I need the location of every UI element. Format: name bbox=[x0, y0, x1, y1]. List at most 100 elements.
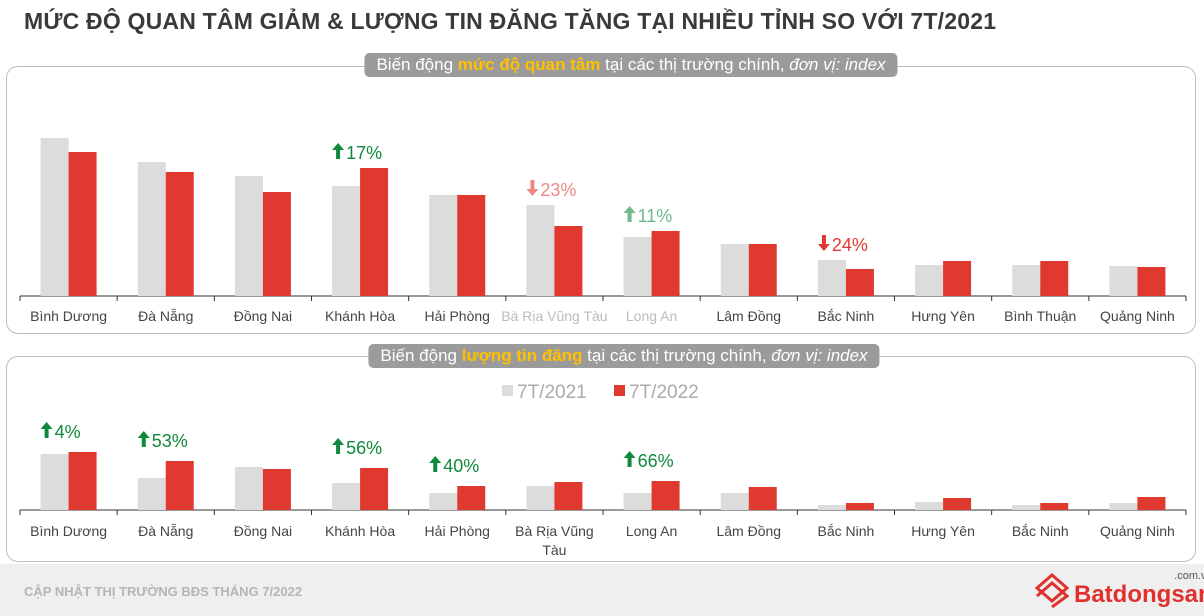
bar-7T-2021 bbox=[526, 205, 555, 296]
bar-7T-2022 bbox=[1137, 267, 1166, 296]
arrow-up-icon bbox=[40, 422, 53, 438]
bar-7T-2021 bbox=[40, 454, 69, 510]
legend-label: 7T/2021 bbox=[517, 382, 587, 403]
x-tick-label: Lâm Đồng bbox=[716, 308, 781, 324]
bar-7T-2022 bbox=[554, 226, 583, 296]
x-tick-label: Quảng Ninh bbox=[1100, 308, 1175, 324]
x-tick-label: Hải Phòng bbox=[425, 523, 490, 539]
bar-7T-2021 bbox=[817, 505, 846, 510]
bar-7T-2022 bbox=[748, 487, 777, 510]
x-tick-label: Khánh Hòa bbox=[325, 523, 395, 539]
x-tick-label: Bắc Ninh bbox=[818, 308, 875, 324]
arrow-down-icon bbox=[817, 235, 830, 251]
house-logo-icon bbox=[1034, 573, 1070, 608]
title-highlight: lượng tin đăng bbox=[461, 346, 583, 365]
change-label: 4% bbox=[55, 422, 81, 442]
legend-label: 7T/2022 bbox=[629, 382, 699, 403]
bar-7T-2021 bbox=[526, 486, 555, 510]
x-tick-label: Long An bbox=[626, 523, 677, 539]
bar-7T-2021 bbox=[623, 237, 652, 296]
bar-7T-2022 bbox=[457, 486, 486, 510]
bar-7T-2022 bbox=[651, 231, 680, 296]
bar-7T-2021 bbox=[332, 483, 361, 510]
legend-swatch bbox=[502, 385, 513, 396]
logo-domain: .com.vn bbox=[1174, 570, 1204, 582]
bar-7T-2022 bbox=[748, 244, 777, 296]
bar-7T-2022 bbox=[845, 503, 874, 510]
bar-7T-2021 bbox=[40, 138, 69, 296]
change-label: 23% bbox=[540, 180, 576, 200]
bar-7T-2021 bbox=[234, 467, 263, 510]
title-text: Biến động bbox=[380, 346, 462, 365]
page-title: MỨC ĐỘ QUAN TÂM GIẢM & LƯỢNG TIN ĐĂNG TĂ… bbox=[24, 8, 997, 34]
x-tick-label: Lâm Đồng bbox=[716, 523, 781, 539]
batdongsan-logo[interactable]: .com.vn Batdongsan bbox=[1034, 570, 1204, 608]
bar-7T-2021 bbox=[1012, 505, 1041, 510]
x-tick-label: Hải Phòng bbox=[425, 308, 490, 324]
title-unit: đơn vị: index bbox=[771, 346, 868, 365]
x-tick-label: Bình Dương bbox=[30, 523, 107, 539]
bar-7T-2022 bbox=[845, 269, 874, 296]
x-tick-label: Hưng Yên bbox=[911, 308, 975, 324]
x-tick-label: Hưng Yên bbox=[911, 523, 975, 539]
legend-swatch bbox=[614, 385, 625, 396]
bar-7T-2021 bbox=[720, 244, 749, 296]
bar-7T-2022 bbox=[262, 192, 291, 296]
bar-7T-2022 bbox=[943, 261, 972, 296]
bar-7T-2022 bbox=[165, 172, 194, 296]
bar-7T-2021 bbox=[429, 195, 458, 296]
bar-7T-2021 bbox=[915, 502, 944, 510]
bar-7T-2022 bbox=[457, 195, 486, 296]
bar-7T-2022 bbox=[651, 481, 680, 510]
footer: CẬP NHẬT THỊ TRƯỜNG BĐS THÁNG 7/2022 .co… bbox=[0, 564, 1204, 616]
bar-7T-2022 bbox=[943, 498, 972, 510]
x-tick-label: Bà Rịa Vũng bbox=[515, 523, 594, 539]
footer-text: CẬP NHẬT THỊ TRƯỜNG BĐS THÁNG 7/2022 bbox=[24, 584, 303, 599]
bar-7T-2021 bbox=[817, 260, 846, 296]
x-tick-label: Bắc Ninh bbox=[1012, 523, 1069, 539]
listings-chart-title: Biến động lượng tin đăng tại các thị trư… bbox=[368, 344, 880, 368]
bar-7T-2022 bbox=[554, 482, 583, 510]
arrow-up-icon bbox=[429, 456, 442, 472]
bar-7T-2022 bbox=[1040, 503, 1069, 510]
bar-7T-2021 bbox=[137, 162, 166, 296]
bar-7T-2021 bbox=[915, 265, 944, 296]
change-label: 53% bbox=[152, 431, 188, 451]
x-tick-label: Bà Rịa Vũng Tàu bbox=[501, 308, 607, 324]
title-unit: đơn vị: index bbox=[789, 55, 886, 74]
title-text: tại các thị trường chính, bbox=[600, 55, 790, 74]
bar-7T-2022 bbox=[68, 152, 97, 296]
x-tick-label: Khánh Hòa bbox=[325, 308, 395, 324]
interest-chart-title: Biến động mức độ quan tâm tại các thị tr… bbox=[364, 53, 898, 77]
bar-7T-2022 bbox=[68, 452, 97, 510]
arrow-up-icon bbox=[332, 143, 345, 159]
change-label: 66% bbox=[638, 451, 674, 471]
arrow-down-icon bbox=[526, 180, 539, 196]
arrow-up-icon bbox=[332, 438, 345, 454]
bar-7T-2021 bbox=[623, 493, 652, 510]
change-label: 24% bbox=[832, 235, 868, 255]
bar-7T-2022 bbox=[360, 468, 389, 510]
x-tick-label: Đồng Nai bbox=[234, 308, 292, 324]
bar-7T-2022 bbox=[165, 461, 194, 510]
bar-7T-2022 bbox=[1137, 497, 1166, 510]
x-tick-label: Bình Thuận bbox=[1004, 308, 1076, 324]
bar-7T-2021 bbox=[137, 478, 166, 510]
x-tick-label: Quảng Ninh bbox=[1100, 523, 1175, 539]
bar-7T-2021 bbox=[720, 493, 749, 510]
title-text: Biến động bbox=[376, 55, 458, 74]
logo-name: Batdongsan bbox=[1074, 581, 1204, 608]
x-tick-label: Bình Dương bbox=[30, 308, 107, 324]
bar-7T-2022 bbox=[360, 168, 389, 296]
bar-7T-2021 bbox=[429, 493, 458, 510]
x-tick-label: Bắc Ninh bbox=[818, 523, 875, 539]
change-label: 40% bbox=[443, 456, 479, 476]
bar-7T-2022 bbox=[262, 469, 291, 510]
bar-7T-2022 bbox=[1040, 261, 1069, 296]
bar-7T-2021 bbox=[332, 186, 361, 296]
change-label: 11% bbox=[638, 206, 673, 226]
x-tick-label: Đà Nẵng bbox=[138, 308, 193, 324]
x-tick-label-cont: Tàu bbox=[542, 542, 566, 558]
change-label: 56% bbox=[346, 438, 382, 458]
